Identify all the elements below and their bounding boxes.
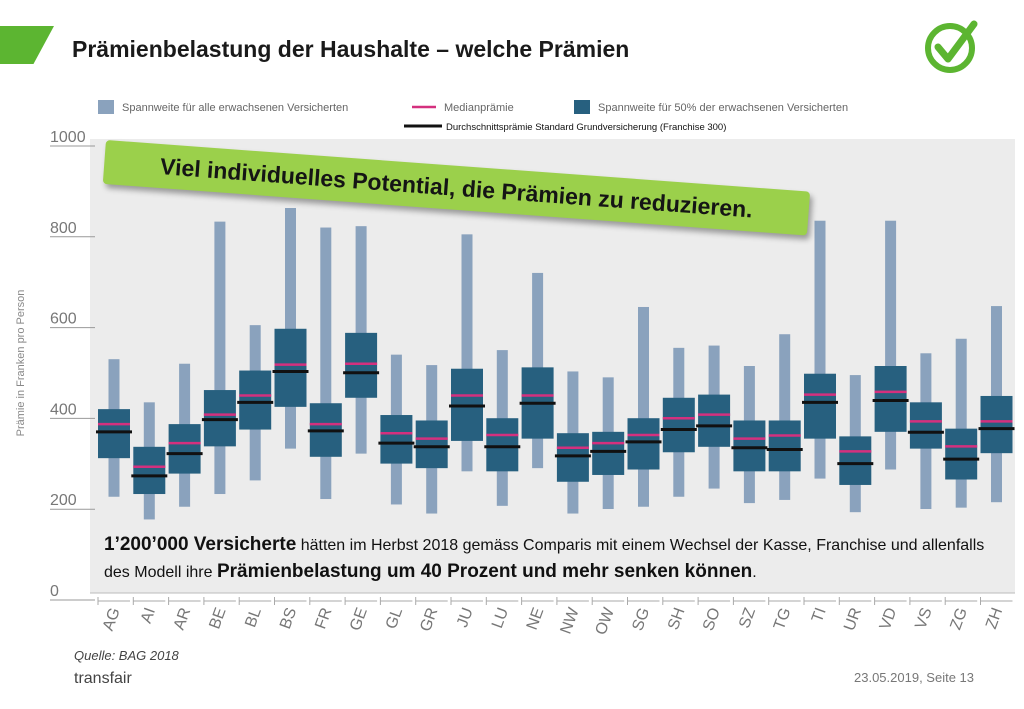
iqr-box [627, 418, 660, 470]
iqr-box [662, 397, 695, 453]
iqr-box [909, 402, 942, 449]
x-tick-label: AI [138, 606, 159, 626]
iqr-box [945, 428, 978, 480]
iqr-box [592, 431, 625, 475]
x-tick-label: SG [629, 606, 653, 634]
x-tick-label: AG [100, 606, 124, 634]
x-tick-label: ZH [983, 606, 1006, 632]
iqr-box [239, 370, 272, 430]
x-tick-label: GE [347, 606, 371, 634]
x-tick-label: SO [700, 606, 724, 634]
x-tick-label: LU [489, 606, 512, 631]
x-tick-label: BE [206, 606, 229, 632]
summary-note: 1’200’000 Versicherte hätten im Herbst 2… [104, 532, 994, 586]
legend-label-iqr: Spannweite für 50% der erwachsenen Versi… [598, 102, 848, 114]
y-tick-label: 600 [50, 311, 77, 328]
legend-label-full-range: Spannweite für alle erwachsenen Versiche… [122, 102, 348, 114]
range-bar [814, 220, 826, 479]
x-tick-label: ZG [947, 606, 971, 633]
page-title: Prämienbelastung der Haushalte – welche … [72, 36, 630, 62]
iqr-box [168, 424, 201, 474]
iqr-box [98, 409, 130, 459]
legend-swatch-iqr [574, 100, 590, 114]
iqr-box [733, 420, 766, 472]
x-tick-label: GR [417, 606, 441, 634]
iqr-box [486, 418, 519, 472]
page-info: 23.05.2019, Seite 13 [854, 670, 974, 685]
iqr-box [874, 366, 907, 432]
range-bar [885, 220, 897, 470]
iqr-box [980, 395, 1013, 454]
range-bar [779, 334, 791, 500]
iqr-box [804, 373, 836, 439]
x-tick-label: UR [841, 606, 865, 634]
iqr-box [380, 415, 413, 464]
y-tick-label: 0 [50, 583, 59, 600]
x-tick-label: NE [524, 606, 548, 633]
range-bar [214, 221, 226, 495]
range-bar [638, 306, 649, 507]
iqr-box [556, 433, 589, 482]
x-tick-label: SH [665, 606, 689, 633]
x-tick-label: JU [454, 606, 477, 630]
x-tick-label: SZ [736, 605, 759, 630]
y-tick-label: 400 [50, 401, 77, 418]
range-bar [461, 234, 473, 472]
iqr-box [698, 394, 731, 447]
iqr-box [768, 420, 801, 472]
source-label: Quelle: BAG 2018 [74, 648, 179, 663]
note-highlight: Prämienbelastung um 40 Prozent und mehr … [216, 561, 753, 582]
x-tick-label: AR [171, 606, 195, 633]
legend-swatch-full-range [98, 100, 114, 114]
x-tick-label: BS [277, 606, 300, 632]
x-tick-label: GL [383, 605, 406, 631]
iqr-box [133, 446, 166, 495]
x-tick-label: BL [242, 605, 265, 629]
legend-label-median: Medianprämie [444, 102, 514, 114]
x-tick-label: VD [877, 606, 901, 633]
check-circle-icon [924, 18, 980, 74]
y-tick-label: 1000 [50, 129, 86, 146]
x-tick-label: TG [771, 606, 795, 633]
note-text: hätten im Herbst 2018 gemäss Comparis mi… [104, 537, 985, 581]
note-count: 1’200’000 Versicherte [104, 534, 297, 555]
chart-legend: Spannweite für alle erwachsenen Versiche… [98, 100, 848, 133]
iqr-box [415, 420, 448, 469]
iqr-box [345, 332, 378, 398]
iqr-box [839, 436, 872, 485]
note-end: . [752, 564, 757, 581]
x-tick-label: FR [312, 606, 335, 632]
range-bar [285, 208, 296, 449]
iqr-box [274, 328, 307, 407]
x-tick-label: TI [809, 606, 830, 625]
x-tick-label: OW [593, 605, 619, 638]
y-axis-label: Prämie in Franken pro Person [15, 290, 27, 437]
range-bar [320, 227, 332, 500]
x-tick-label: NW [558, 605, 583, 637]
range-bar [955, 338, 967, 508]
y-tick-label: 200 [50, 492, 77, 509]
brand-corner-shape [0, 26, 54, 64]
x-tick-label: VS [912, 606, 935, 632]
legend-label-standard: Durchschnittsprämie Standard Grundversic… [446, 122, 726, 133]
brand-name: transfair [74, 670, 132, 687]
y-tick-label: 800 [50, 220, 77, 237]
